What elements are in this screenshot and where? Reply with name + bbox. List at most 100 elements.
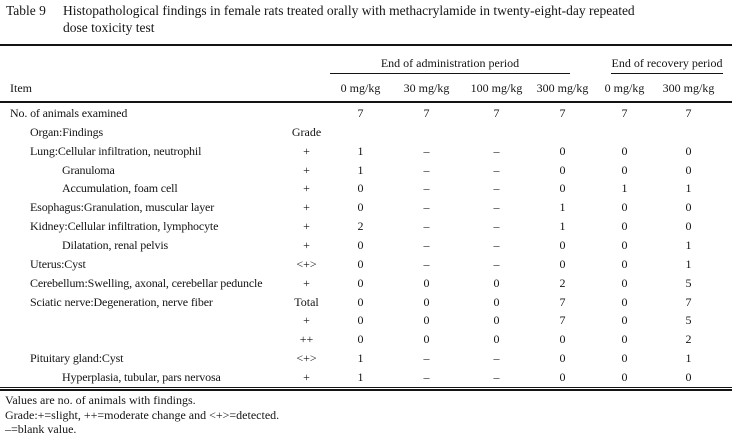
row-value: 7 (559, 294, 566, 309)
row-value: – (423, 200, 430, 215)
row-value: 0 (357, 181, 364, 196)
row-value: 7 (685, 105, 692, 120)
row-item-label: Organ:Findings (30, 124, 104, 139)
row-value: 7 (423, 105, 430, 120)
row-value: 0 (357, 313, 364, 328)
table-row: Hyperplasia, tubular, pars nervosa +1 – – 0 0… (0, 368, 732, 387)
row-value: 0 (423, 294, 430, 309)
row-value: 7 (621, 105, 628, 120)
row-value: 0 (559, 181, 566, 196)
footnote-blank-value: –=blank value. (5, 422, 77, 437)
row-value: – (423, 143, 430, 158)
row-value: 0 (621, 162, 628, 177)
table-row: ++ 0 0 0 0 0 2 (0, 330, 732, 349)
row-item-label: Esophagus:Granulation, muscular layer (30, 200, 215, 215)
table-row: No. of animals examined 7 7 7 7 7 7 (0, 104, 732, 123)
row-value: 7 (559, 105, 566, 120)
table-row: +0 0 0 7 0 5 (0, 311, 732, 330)
row-item-label: Dilatation, renal pelvis (62, 237, 169, 252)
row-value: – (493, 237, 500, 252)
row-value: – (493, 256, 500, 271)
row-value: 7 (559, 313, 566, 328)
row-value: 0 (559, 256, 566, 271)
row-item-label: Lung:Cellular infiltration, neutrophil (30, 143, 202, 158)
row-value: – (423, 237, 430, 252)
row-value: – (493, 143, 500, 158)
row-value: 0 (621, 313, 628, 328)
row-value: 0 (423, 313, 430, 328)
row-value: 1 (357, 369, 364, 384)
row-item-label: Hyperplasia, tubular, pars nervosa (62, 369, 221, 384)
row-value: 0 (423, 275, 430, 290)
table-bottom-rule (0, 387, 732, 391)
row-value: 0 (685, 369, 692, 384)
row-value: 0 (357, 294, 364, 309)
row-value: 0 (559, 351, 566, 366)
row-value: 1 (559, 200, 566, 215)
row-value: 0 (357, 200, 364, 215)
row-value: 7 (685, 294, 692, 309)
row-grade: + (303, 200, 310, 215)
row-value: – (493, 369, 500, 384)
row-value: 0 (357, 332, 364, 347)
row-value: 1 (357, 351, 364, 366)
row-value: 2 (559, 275, 566, 290)
row-item-label: Cerebellum:Swelling, axonal, cerebellar … (30, 275, 263, 290)
row-grade: + (303, 275, 310, 290)
group-header-recovery-period: End of recovery period (611, 54, 723, 74)
group-header-administration-period: End of administration period (330, 54, 570, 74)
row-value: 0 (493, 275, 500, 290)
dose-column-header: 0 mg/kg (604, 81, 645, 95)
row-grade: + (303, 313, 310, 328)
row-value: 0 (685, 143, 692, 158)
row-value: – (423, 162, 430, 177)
table-row: Dilatation, renal pelvis +0 – – 0 0 1 (0, 236, 732, 255)
row-value: 0 (621, 237, 628, 252)
table-row: Uterus:Cyst <+> 0 – – 0 0 1 (0, 255, 732, 274)
row-value: 0 (685, 162, 692, 177)
dose-column-header: 0 mg/kg (340, 81, 381, 95)
row-value: 0 (621, 143, 628, 158)
table-top-rule (0, 44, 732, 46)
item-column-header: Item (10, 81, 32, 95)
row-item-label: Kidney:Cellular infiltration, lymphocyte (30, 219, 219, 234)
row-value: – (423, 219, 430, 234)
row-value: – (423, 369, 430, 384)
table-caption: Histopathological findings in female rat… (63, 3, 635, 36)
table-caption-line1: Histopathological findings in female rat… (63, 3, 635, 18)
row-value: 1 (685, 181, 692, 196)
row-value: – (493, 351, 500, 366)
table-body: No. of animals examined 7 7 7 7 7 7 Organ:Findi… (0, 104, 732, 387)
row-value: 1 (685, 256, 692, 271)
row-grade: + (303, 143, 310, 158)
row-item-label: Pituitary gland:Cyst (30, 351, 124, 366)
row-value: 0 (621, 332, 628, 347)
row-grade: + (303, 219, 310, 234)
row-value: 1 (559, 219, 566, 234)
row-value: 0 (621, 369, 628, 384)
row-value: 0 (559, 143, 566, 158)
row-item-label: No. of animals examined (10, 105, 128, 120)
row-value: 1 (685, 237, 692, 252)
row-value: 1 (357, 143, 364, 158)
dose-column-header: 300 mg/kg (536, 81, 589, 95)
row-grade: ++ (299, 332, 314, 347)
row-value: 0 (621, 256, 628, 271)
dose-column-header: 300 mg/kg (662, 81, 715, 95)
header-separator-rule (0, 101, 732, 103)
table-row: Cerebellum:Swelling, axonal, cerebellar … (0, 274, 732, 293)
row-value: 0 (685, 200, 692, 215)
row-value: 1 (357, 162, 364, 177)
row-grade: + (303, 369, 310, 384)
row-value: 0 (559, 237, 566, 252)
row-value: – (423, 256, 430, 271)
table-row: Organ:Findings Grade (0, 123, 732, 142)
table-row: Sciatic nerve:Degeneration, nerve fiber T… (0, 293, 732, 312)
table-number: Table 9 (6, 3, 46, 18)
row-grade: + (303, 181, 310, 196)
row-value: 0 (357, 237, 364, 252)
table-row: Lung:Cellular infiltration, neutrophil +1… (0, 142, 732, 161)
row-value: 0 (621, 200, 628, 215)
row-value: 2 (357, 219, 364, 234)
